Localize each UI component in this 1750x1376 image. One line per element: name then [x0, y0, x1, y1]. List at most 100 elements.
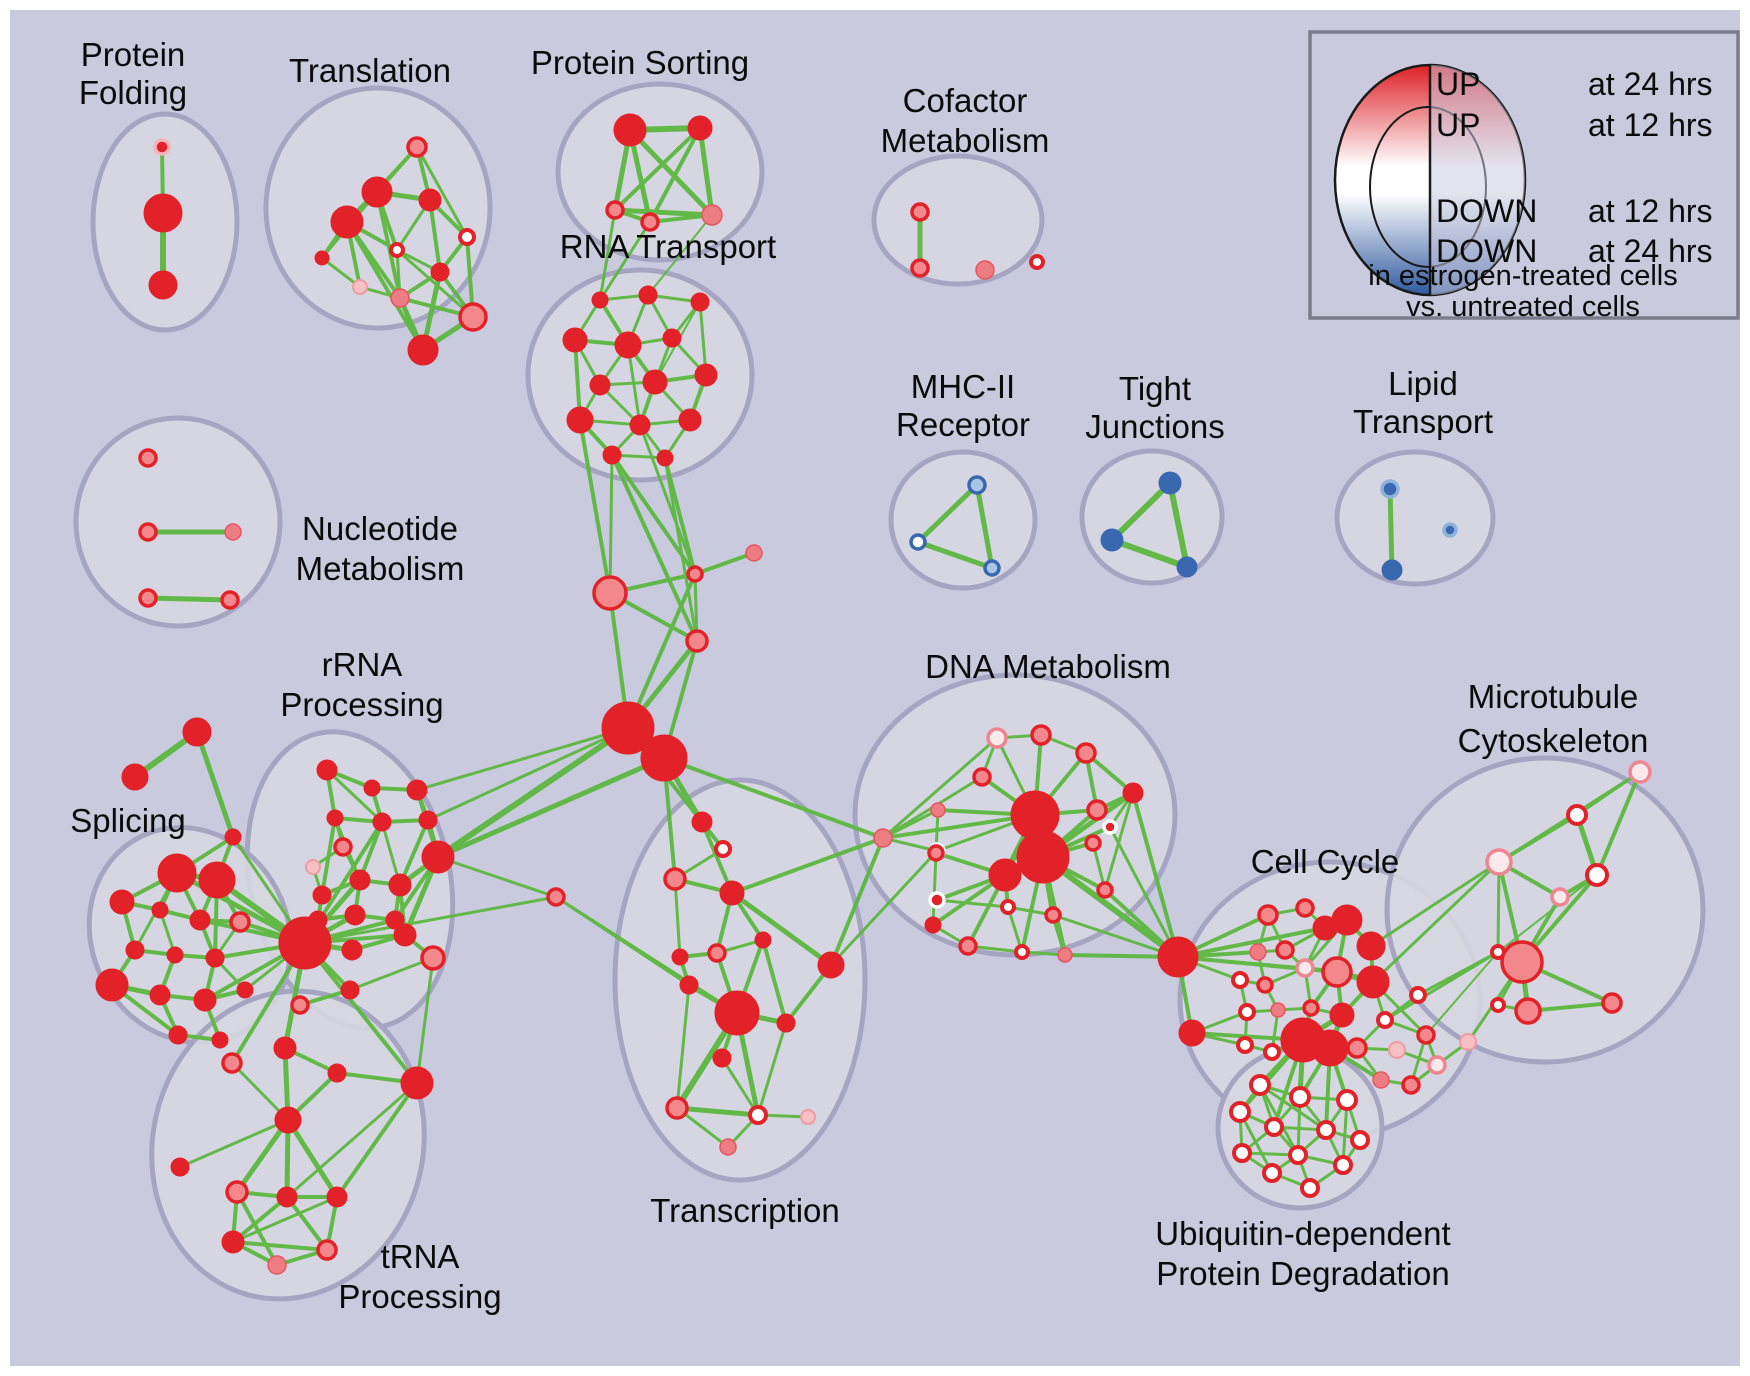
- gene-node: [1057, 947, 1073, 963]
- cluster-label-splicing: Splicing: [70, 802, 186, 839]
- legend-time-label: at 24 hrs: [1588, 233, 1713, 269]
- cluster-ellipse-lipid-transport: [1334, 449, 1496, 587]
- gene-node: [1075, 742, 1097, 764]
- cluster-label-protein-sorting: Protein Sorting: [531, 44, 749, 81]
- gene-node: [149, 984, 171, 1006]
- gene-node: [276, 1186, 298, 1208]
- gene-node: [326, 1186, 348, 1208]
- gene-node: [390, 288, 410, 308]
- gene-node: [1270, 1002, 1286, 1018]
- interaction-edge: [1526, 1001, 1614, 1013]
- gene-node: [662, 328, 682, 348]
- interaction-edge: [663, 456, 699, 643]
- cluster-label-dna-metabolism: DNA Metabolism: [925, 648, 1171, 685]
- gene-node: [420, 945, 446, 971]
- interaction-edge: [663, 456, 697, 576]
- gene-node: [719, 880, 745, 906]
- gene-node: [910, 202, 930, 222]
- gene-node: [148, 270, 178, 300]
- gene-node: [153, 138, 171, 156]
- gene-node: [1346, 1037, 1368, 1059]
- gene-node: [236, 981, 254, 999]
- cluster-label-protein-folding: Protein: [81, 36, 186, 73]
- interaction-edge: [829, 849, 939, 967]
- gene-node: [418, 188, 442, 212]
- gene-node: [109, 889, 135, 915]
- gene-node: [1416, 1025, 1436, 1045]
- interaction-edge: [235, 1190, 279, 1267]
- interaction-edge: [234, 1117, 291, 1195]
- interaction-edge: [674, 1105, 761, 1118]
- gene-node: [686, 565, 704, 583]
- gene-node: [406, 136, 428, 158]
- gene-node: [1356, 965, 1390, 999]
- interaction-edge: [554, 895, 691, 987]
- gene-node: [274, 1106, 302, 1134]
- gene-node: [349, 869, 371, 891]
- gene-node: [121, 763, 149, 791]
- gene-node: [928, 891, 946, 909]
- gene-node: [958, 936, 978, 956]
- gene-node: [1500, 940, 1544, 984]
- gene-node: [927, 844, 945, 862]
- interaction-edge: [1425, 951, 1499, 1036]
- gene-node: [1459, 1033, 1477, 1051]
- interaction-edge: [1109, 480, 1173, 543]
- gene-node: [229, 911, 251, 933]
- gene-node: [1442, 522, 1458, 538]
- gene-node: [344, 904, 366, 926]
- interaction-edge: [647, 214, 713, 296]
- gene-node: [1030, 724, 1052, 746]
- gene-node: [1229, 1101, 1251, 1123]
- gene-node: [663, 867, 687, 891]
- gene-node: [719, 1138, 737, 1156]
- gene-node: [1356, 931, 1386, 961]
- gene-node: [640, 212, 660, 232]
- gene-node: [418, 810, 438, 830]
- gene-node: [372, 812, 392, 832]
- gene-node: [1372, 1071, 1390, 1089]
- interaction-edge: [303, 895, 558, 945]
- gene-node: [1086, 799, 1108, 821]
- gene-node: [1302, 999, 1320, 1017]
- interaction-edge: [348, 956, 435, 992]
- gene-node: [151, 901, 169, 919]
- interaction-edge: [693, 551, 756, 576]
- gene-node: [910, 258, 930, 278]
- gene-node: [290, 995, 310, 1015]
- interaction-edge: [1167, 480, 1190, 570]
- cluster-label-lipid-transport: Lipid: [1388, 365, 1458, 402]
- gene-node: [776, 1013, 796, 1033]
- gene-node: [1231, 971, 1249, 989]
- gene-node: [1321, 956, 1353, 988]
- interaction-edge: [915, 482, 980, 545]
- gene-node: [745, 544, 763, 562]
- gene-node: [690, 292, 710, 312]
- interaction-edge: [178, 1118, 290, 1169]
- gene-node: [629, 414, 651, 436]
- gene-node: [1381, 559, 1403, 581]
- interaction-edge: [1371, 860, 1501, 984]
- legend-faded-half: [1430, 65, 1525, 295]
- gene-node: [1311, 1029, 1349, 1067]
- cluster-label-tight-junctions: Junctions: [1085, 408, 1224, 445]
- interaction-edge: [325, 768, 384, 824]
- gene-node: [1257, 904, 1279, 926]
- gene-node: [273, 1036, 297, 1060]
- legend: UP at 24 hrs UP at 12 hrs DOWN at 12 hrs DOWN a…: [1308, 30, 1740, 323]
- cluster-label-translation: Translation: [289, 52, 451, 89]
- interaction-edge: [974, 482, 995, 571]
- gene-node: [679, 975, 699, 995]
- gene-node: [694, 363, 718, 387]
- cluster-ellipse-microtubule-cytoskeleton: [1384, 755, 1706, 1065]
- gene-node: [1401, 1075, 1421, 1095]
- gene-node: [189, 909, 211, 931]
- legend-time-label: at 12 hrs: [1588, 107, 1713, 143]
- gene-node: [671, 948, 689, 966]
- gene-node: [562, 327, 588, 353]
- gene-node: [193, 988, 217, 1012]
- gene-node: [316, 1239, 338, 1261]
- gene-node: [95, 968, 129, 1002]
- cluster-label-lipid-transport: Transport: [1353, 403, 1493, 440]
- cluster-label-transcription: Transcription: [650, 1192, 840, 1229]
